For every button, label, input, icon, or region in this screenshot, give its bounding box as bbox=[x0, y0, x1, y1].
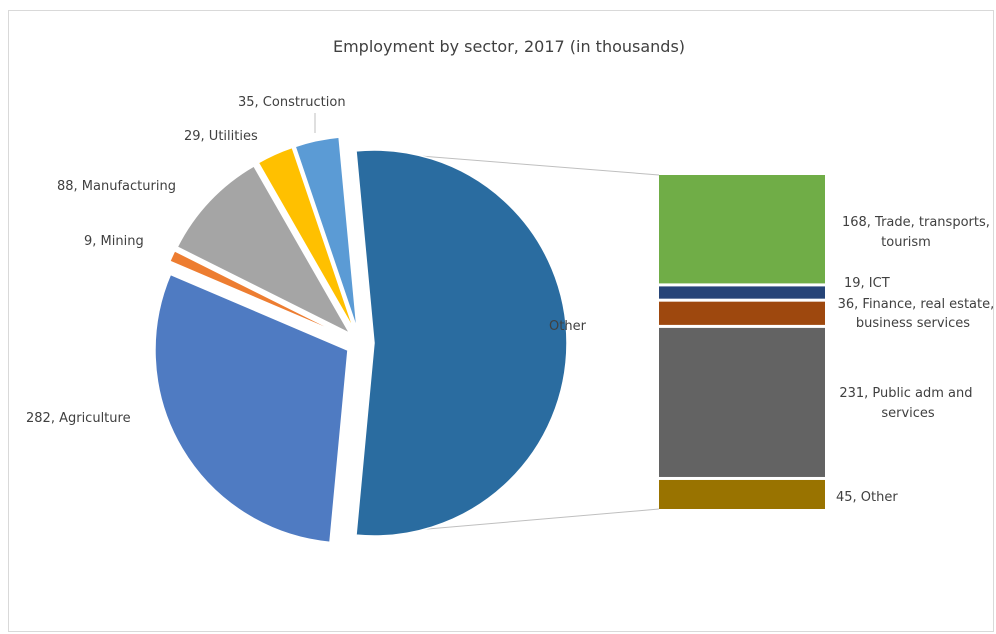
pie-slice-mining bbox=[168, 249, 348, 338]
bar-segment-trade-transports-tourism bbox=[659, 175, 825, 284]
pie-slice-agriculture bbox=[154, 273, 349, 544]
bar-segment-ict bbox=[659, 286, 825, 299]
label-utilities: 29, Utilities bbox=[184, 129, 258, 144]
bar-segment-finance-real-estate-business-services bbox=[659, 301, 825, 325]
label-bar-other: 45, Other bbox=[836, 490, 898, 505]
pie-slice-utilities bbox=[257, 146, 355, 331]
bar-segment-public-adm-and-services bbox=[659, 327, 825, 477]
chart-title: Employment by sector, 2017 (in thousands… bbox=[333, 37, 685, 56]
label-agriculture: 282, Agriculture bbox=[26, 411, 131, 426]
stacked-bar bbox=[659, 175, 825, 509]
pie-slice-manufacturing bbox=[176, 164, 352, 336]
pie-group bbox=[154, 136, 568, 544]
label-ict: 19, ICT bbox=[844, 276, 890, 291]
label-public: 231, Public adm and services bbox=[839, 386, 976, 421]
pie-slice-other bbox=[355, 149, 568, 537]
chart-canvas: Employment by sector, 2017 (in thousands… bbox=[26, 37, 995, 544]
label-other-slice: Other bbox=[549, 319, 587, 334]
label-finance: 36, Finance, real estate, business servi… bbox=[838, 297, 995, 331]
chart-frame: Employment by sector, 2017 (in thousands… bbox=[8, 10, 994, 632]
label-trade: 168, Trade, transports, tourism bbox=[842, 215, 994, 250]
label-mining: 9, Mining bbox=[84, 234, 144, 249]
label-manufacturing: 88, Manufacturing bbox=[57, 179, 176, 194]
pie-slice-construction bbox=[294, 136, 358, 330]
bar-segment-other bbox=[659, 479, 825, 509]
label-construction: 35, Construction bbox=[238, 95, 346, 110]
